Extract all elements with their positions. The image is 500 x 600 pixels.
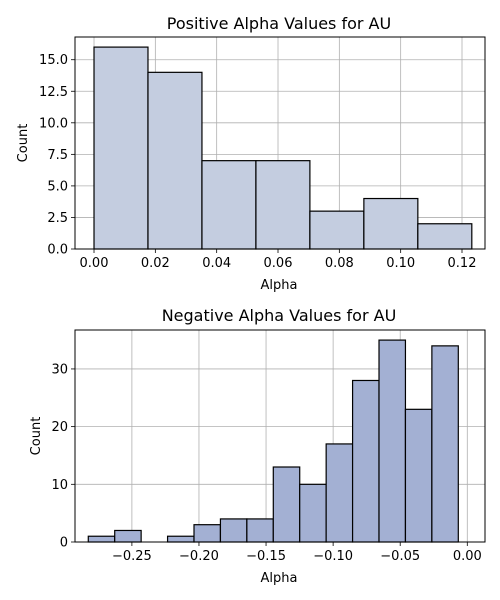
- histogram-bar: [404, 408, 433, 543]
- histogram-bar: [201, 160, 257, 250]
- histogram-bar: [309, 210, 365, 250]
- plot-frame: [74, 329, 486, 543]
- x-tick-label: −0.25: [112, 549, 152, 564]
- x-tick-label: −0.05: [380, 549, 420, 564]
- histogram-bar: [219, 518, 248, 543]
- y-tick-label: 30: [51, 362, 68, 377]
- x-tick-label: 0.10: [386, 256, 415, 271]
- histogram-bar: [147, 71, 203, 250]
- y-tick-label: 15.0: [39, 53, 68, 68]
- x-axis-label: Alpha: [261, 571, 298, 586]
- plot-frame: [74, 36, 486, 250]
- y-axis-label: Count: [29, 417, 44, 456]
- y-tick-label: 5.0: [47, 179, 68, 194]
- x-tick-label: −0.15: [246, 549, 286, 564]
- x-tick-label: 0.06: [264, 256, 293, 271]
- histogram-bar: [93, 46, 149, 250]
- y-tick-label: 0.0: [47, 243, 68, 258]
- negative-alpha-histogram: Negative Alpha Values for AU −0.25 −0.20−…: [29, 306, 486, 586]
- x-axis-label: Alpha: [261, 278, 298, 293]
- y-tick-label: 20: [51, 420, 68, 435]
- y-ticks: 0.0 2.5 5.0 7.5 10.0 12.5 15.0: [39, 53, 75, 258]
- bars: [87, 339, 459, 543]
- histogram-bar: [114, 529, 142, 543]
- x-ticks: 0.00 0.02 0.04 0.06 0.08 0.10 0.12: [80, 249, 477, 271]
- x-tick-label: 0.04: [202, 256, 231, 271]
- histogram-bar: [87, 535, 116, 543]
- x-tick-label: 0.02: [141, 256, 170, 271]
- histogram-bar: [378, 339, 407, 543]
- x-tick-label: −0.10: [313, 549, 353, 564]
- histogram-bar: [255, 160, 311, 250]
- positive-alpha-histogram: Positive Alpha Values for AU 0.00 0.02 0.0…: [16, 14, 486, 293]
- histogram-bar: [325, 443, 354, 543]
- x-tick-label: 0.00: [453, 549, 482, 564]
- histogram-bar: [299, 483, 327, 543]
- y-tick-label: 0: [60, 536, 68, 551]
- y-tick-label: 7.5: [47, 148, 68, 163]
- y-tick-label: 12.5: [39, 85, 68, 100]
- chart-title: Negative Alpha Values for AU: [162, 306, 397, 325]
- y-tick-label: 10.0: [39, 116, 68, 131]
- histogram-bar: [363, 197, 419, 250]
- histogram-bar: [272, 466, 301, 543]
- histogram-bar: [417, 223, 473, 250]
- histogram-bar: [351, 379, 380, 543]
- y-ticks: 0 10 20 30: [51, 362, 75, 551]
- x-tick-label: 0.12: [448, 256, 477, 271]
- x-ticks: −0.25 −0.20 −0.15 −0.10 −0.05 0.00: [112, 542, 482, 564]
- histogram-bar: [431, 345, 459, 543]
- y-tick-label: 2.5: [47, 211, 68, 226]
- x-tick-label: 0.00: [80, 256, 109, 271]
- x-tick-label: −0.20: [179, 549, 219, 564]
- chart-title: Positive Alpha Values for AU: [167, 14, 391, 33]
- histogram-bar: [246, 518, 274, 543]
- x-tick-label: 0.08: [325, 256, 354, 271]
- y-axis-label: Count: [16, 124, 31, 163]
- bars: [93, 46, 473, 250]
- histogram-bar: [166, 535, 195, 543]
- y-tick-label: 10: [51, 478, 68, 493]
- histogram-bar: [193, 524, 222, 543]
